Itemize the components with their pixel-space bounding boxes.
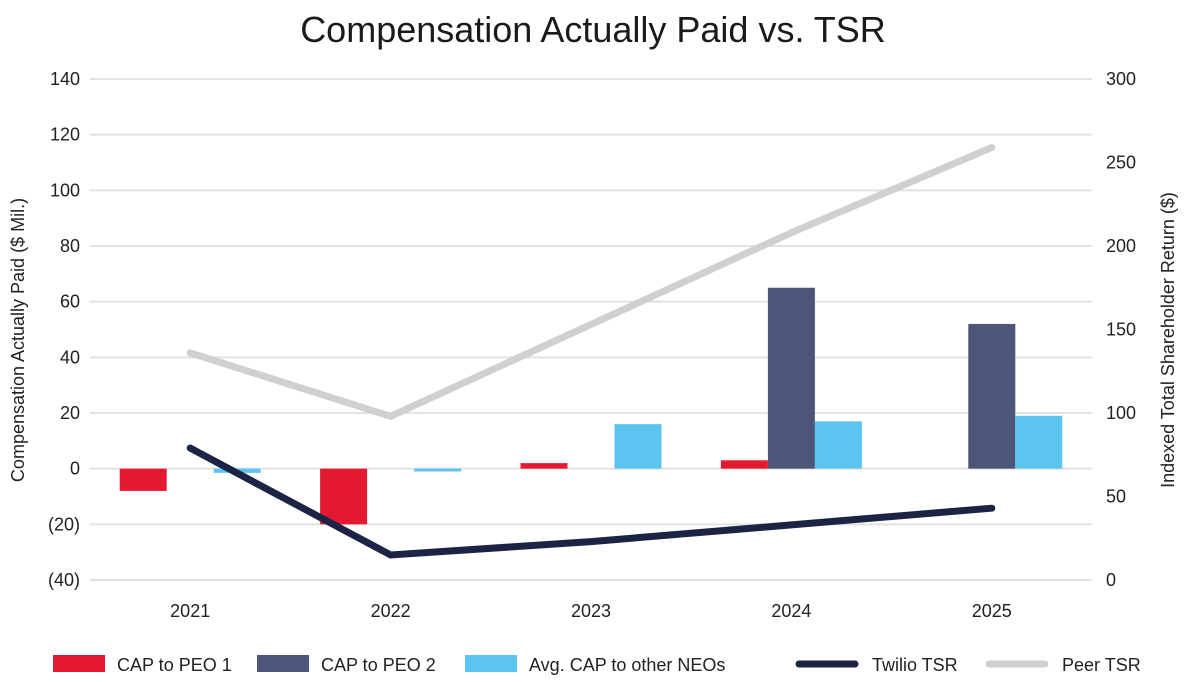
x-tick-label: 2025: [972, 601, 1012, 621]
y-tick-label: 80: [60, 236, 80, 256]
line-peer-tsr: [186, 143, 996, 421]
left-axis-ticks: (40) (20) 0 20 40 60 80 100 120 140: [48, 69, 80, 590]
x-tick-label: 2023: [571, 601, 611, 621]
lines: [186, 143, 996, 559]
right-axis-ticks: 0 50 100 150 200 250 300: [1106, 69, 1136, 590]
legend-avg-cap-to-other-neos-swatch: [465, 655, 517, 672]
legend-cap-to-peo-1-swatch: [53, 655, 105, 672]
legend-avg-cap-to-other-neos-label: Avg. CAP to other NEOs: [529, 655, 725, 675]
bar-cap-to-peo-1: [520, 463, 568, 469]
y-axis-label: Compensation Actually Paid ($ Mil.): [8, 198, 28, 482]
y-tick-label: 20: [60, 403, 80, 423]
y-tick-label: 40: [60, 347, 80, 367]
legend-cap-to-peo-2-swatch: [257, 655, 309, 672]
y-tick-label: (40): [48, 570, 80, 590]
x-tick-label: 2021: [170, 601, 210, 621]
x-tick-label: 2024: [771, 601, 811, 621]
y-tick-label: 120: [50, 125, 80, 145]
line-twilio-tsr: [186, 444, 996, 559]
y2-tick-label: 250: [1106, 153, 1136, 173]
bar-avg-cap-to-other-neos: [1015, 415, 1063, 469]
bar-avg-cap-to-other-neos: [614, 424, 662, 469]
bar-cap-to-peo-2: [767, 287, 815, 469]
y-tick-label: 140: [50, 69, 80, 89]
y-tick-label: (20): [48, 514, 80, 534]
y2-axis-label: Indexed Total Shareholder Return ($): [1158, 192, 1178, 488]
x-tick-label: 2022: [371, 601, 411, 621]
x-axis-ticks: 2021 2022 2023 2024 2025: [170, 601, 1012, 621]
bar-cap-to-peo-1: [119, 468, 167, 491]
y-tick-label: 0: [70, 459, 80, 479]
y2-tick-label: 200: [1106, 236, 1136, 256]
bar-avg-cap-to-other-neos: [814, 421, 862, 469]
chart-title: Compensation Actually Paid vs. TSR: [300, 9, 886, 50]
gridlines: [90, 78, 1092, 581]
y2-tick-label: 0: [1106, 570, 1116, 590]
y2-tick-label: 300: [1106, 69, 1136, 89]
y2-tick-label: 100: [1106, 403, 1136, 423]
legend-cap-to-peo-1-label: CAP to PEO 1: [117, 655, 232, 675]
bar-cap-to-peo-1: [720, 460, 768, 469]
y-tick-label: 100: [50, 180, 80, 200]
y2-tick-label: 50: [1106, 487, 1126, 507]
y2-tick-label: 150: [1106, 320, 1136, 340]
bar-avg-cap-to-other-neos: [414, 468, 462, 472]
legend-twilio-tsr-label: Twilio TSR: [872, 655, 958, 675]
legend: CAP to PEO 1 CAP to PEO 2 Avg. CAP to othe…: [53, 655, 1141, 675]
y-tick-label: 60: [60, 292, 80, 312]
bar-cap-to-peo-2: [968, 323, 1016, 469]
bars: [119, 287, 1063, 525]
bar-cap-to-peo-1: [320, 468, 368, 525]
legend-peer-tsr-label: Peer TSR: [1062, 655, 1141, 675]
legend-cap-to-peo-2-label: CAP to PEO 2: [321, 655, 436, 675]
